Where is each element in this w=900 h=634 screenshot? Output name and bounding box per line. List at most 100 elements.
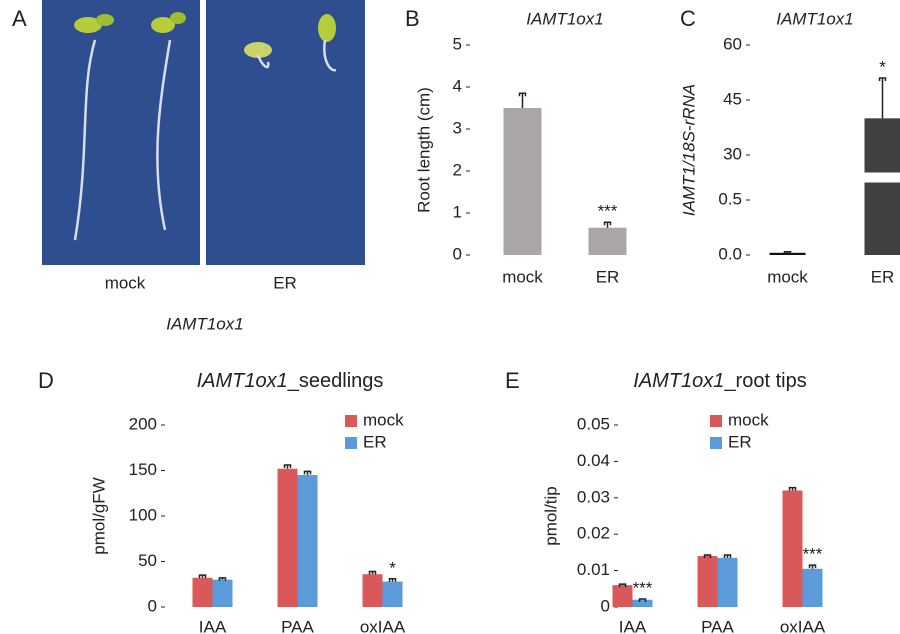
panel-letter: B — [405, 6, 420, 31]
error-bar — [703, 554, 712, 558]
y-axis-label: IAMT1/18S-rRNA — [679, 84, 698, 216]
bar — [769, 252, 806, 255]
bar — [612, 585, 633, 607]
legend-swatch — [710, 437, 722, 449]
y-tick-label: 50 — [138, 551, 157, 570]
bar — [362, 574, 383, 607]
chart-title: IAMT1ox1 — [776, 9, 853, 28]
bar — [717, 557, 738, 607]
y-tick-label: 4 — [453, 76, 462, 95]
y-tick-label: 5 — [453, 34, 462, 53]
bar — [697, 556, 718, 607]
y-tick-label: 100 — [129, 505, 157, 524]
legend-swatch — [345, 415, 357, 427]
error-bar — [518, 92, 527, 108]
bar — [782, 490, 803, 607]
y-tick-label: 150 — [129, 460, 157, 479]
y-tick-label: 0 — [148, 596, 157, 615]
legend-label: ER — [728, 432, 752, 451]
error-bar — [618, 583, 627, 588]
error-bar — [878, 77, 887, 119]
y-tick-label: 30 — [723, 144, 742, 163]
chart-title: IAMT1ox1 — [526, 9, 603, 28]
title-part: IAMT1ox1 — [197, 370, 288, 392]
significance: * — [389, 558, 396, 577]
x-tick-label: oxIAA — [780, 617, 826, 634]
bar — [192, 577, 213, 607]
y-tick-label: 0.02 — [577, 524, 610, 543]
panel-letter: D — [38, 368, 54, 393]
bar — [297, 475, 318, 607]
genotype-label: IAMT1ox1 — [166, 314, 243, 333]
title-part: _root tips — [723, 370, 806, 392]
y-axis-label: Root length (cm) — [414, 87, 433, 213]
y-tick-label: 0.5 — [718, 189, 742, 208]
legend-label: ER — [363, 432, 387, 451]
bar — [503, 108, 542, 255]
x-tick-label: mock — [767, 267, 808, 286]
legend-label: mock — [363, 410, 404, 429]
y-axis-label: pmol/tip — [541, 486, 560, 546]
y-tick-label: 0.04 — [577, 451, 610, 470]
x-tick-label: PAA — [281, 617, 314, 634]
y-tick-label: 200 — [129, 414, 157, 433]
x-tick-label: oxIAA — [360, 617, 406, 634]
y-tick-label: 3 — [453, 118, 462, 137]
legend-swatch — [710, 415, 722, 427]
y-axis-label: pmol/gFW — [89, 477, 108, 554]
y-tick-label: 1 — [453, 202, 462, 221]
y-tick-label: 2 — [453, 160, 462, 179]
axis-break — [760, 172, 900, 183]
x-tick-label: ER — [596, 267, 620, 286]
y-tick-label: 0 — [453, 244, 462, 263]
y-tick-label: 0.0 — [718, 244, 742, 263]
bar — [588, 227, 627, 255]
y-tick-label: 0.05 — [577, 414, 610, 433]
significance: *** — [803, 545, 823, 564]
error-bar — [638, 598, 647, 602]
y-tick-label: 0 — [601, 596, 610, 615]
legend-swatch — [345, 437, 357, 449]
x-tick-label: ER — [871, 267, 895, 286]
error-bar — [783, 250, 792, 255]
x-tick-label: mock — [502, 267, 543, 286]
y-tick-label: 45 — [723, 89, 742, 108]
significance: * — [879, 57, 886, 76]
error-bar — [603, 221, 612, 228]
error-bar — [218, 577, 227, 581]
error-bar — [808, 564, 817, 569]
error-bar — [368, 570, 377, 575]
title-part: IAMT1ox1 — [633, 370, 724, 392]
x-tick-label: PAA — [701, 617, 734, 634]
chart-title: IAMT1ox1_seedlings — [197, 370, 384, 392]
x-tick-label: IAA — [619, 617, 647, 634]
panel-letter: C — [680, 6, 696, 31]
error-bar — [198, 574, 207, 579]
chart-title: IAMT1ox1_root tips — [633, 370, 806, 392]
seedling-photo — [42, 0, 365, 265]
legend-label: mock — [728, 410, 769, 429]
error-bar — [788, 486, 797, 491]
error-bar — [303, 470, 312, 476]
bar — [277, 468, 298, 607]
x-tick-label: IAA — [199, 617, 227, 634]
y-tick-label: 0.01 — [577, 560, 610, 579]
condition-label: ER — [273, 273, 297, 292]
significance: *** — [633, 578, 653, 597]
error-bar — [388, 578, 397, 582]
y-tick-label: 60 — [723, 34, 742, 53]
bar — [864, 118, 900, 255]
bar — [632, 599, 653, 607]
title-part: _seedlings — [287, 370, 384, 392]
bar — [802, 568, 823, 607]
significance: *** — [598, 202, 618, 221]
panel-letter: E — [505, 368, 520, 393]
bar — [382, 581, 403, 607]
error-bar — [723, 554, 732, 558]
condition-label: mock — [105, 273, 146, 292]
panel-letter: A — [12, 6, 27, 31]
bar — [212, 579, 233, 607]
y-tick-label: 0.03 — [577, 487, 610, 506]
error-bar — [283, 464, 292, 469]
